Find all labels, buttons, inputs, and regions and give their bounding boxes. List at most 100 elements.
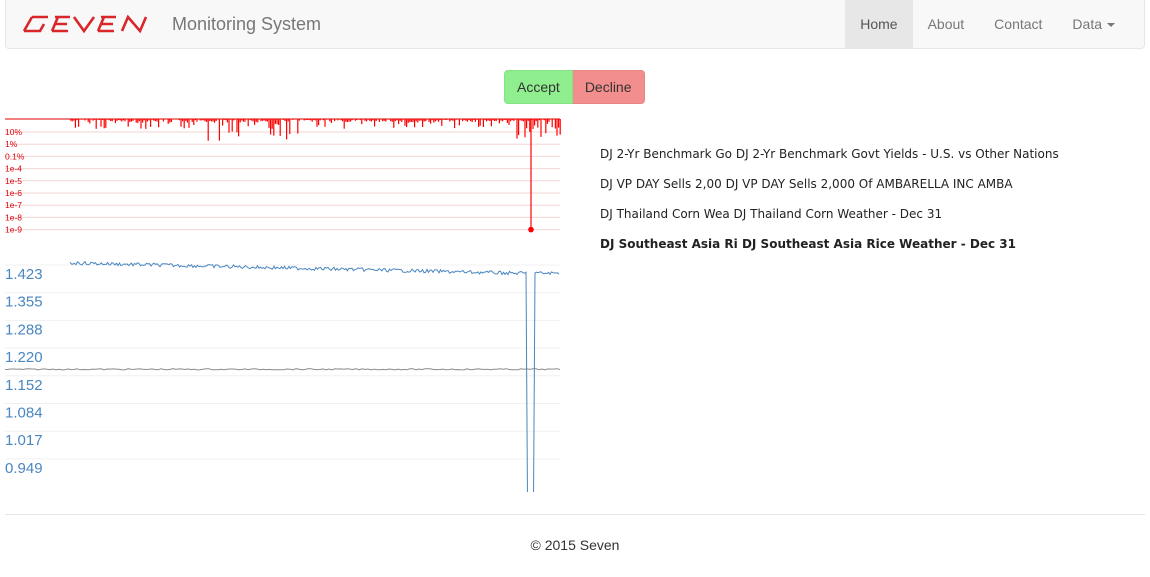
error-bar <box>122 119 124 121</box>
error-bar <box>372 119 374 121</box>
error-bar <box>351 119 353 121</box>
error-bar <box>559 119 561 135</box>
error-bar <box>442 119 444 120</box>
error-bar <box>356 119 358 121</box>
error-bar <box>503 119 505 120</box>
y-tick-label: 1.220 <box>5 349 43 366</box>
error-bar <box>137 119 139 123</box>
error-bar <box>178 119 180 121</box>
error-bar <box>150 119 152 127</box>
y-tick-label: 1.423 <box>5 266 43 283</box>
error-bar <box>385 119 387 122</box>
nav-home[interactable]: Home <box>845 0 913 48</box>
error-bar <box>156 119 158 122</box>
value-series <box>69 260 560 492</box>
error-bar <box>84 119 86 121</box>
error-bar <box>297 119 299 134</box>
nav-data-label: Data <box>1072 16 1102 32</box>
error-bar <box>188 119 190 128</box>
value-line-panel: 1.423 1.355 1.288 1.220 1.152 1.084 1.017 0.949 <box>4 260 561 492</box>
error-bar <box>546 119 548 124</box>
accept-button[interactable]: Accept <box>504 70 573 104</box>
error-bar <box>286 119 288 140</box>
error-bar <box>535 119 537 122</box>
error-bar <box>554 119 556 129</box>
error-bar <box>153 119 155 121</box>
error-bar <box>500 119 502 121</box>
error-bar <box>422 119 424 128</box>
news-item[interactable]: DJ 2-Yr Benchmark Go DJ 2-Yr Benchmark G… <box>600 147 1059 161</box>
nav-about[interactable]: About <box>913 0 980 48</box>
error-bar <box>249 119 251 120</box>
error-bar <box>310 119 312 121</box>
nav-data-dropdown[interactable]: Data <box>1057 0 1130 48</box>
error-bar <box>514 119 516 120</box>
error-bar <box>76 119 78 121</box>
error-bar <box>518 119 520 136</box>
error-bar <box>465 119 467 121</box>
error-bar <box>204 119 206 122</box>
y-tick-label: 1.084 <box>5 405 43 422</box>
error-bar <box>490 119 492 127</box>
error-bar <box>271 119 273 129</box>
error-bar <box>394 119 396 122</box>
error-bar <box>345 119 347 122</box>
error-bar <box>226 119 228 123</box>
error-bar <box>191 119 193 123</box>
news-list: DJ 2-Yr Benchmark Go DJ 2-Yr Benchmark G… <box>600 146 1120 266</box>
error-bar <box>254 119 256 125</box>
error-bar <box>494 119 496 122</box>
error-bar <box>289 119 291 135</box>
brand[interactable]: Monitoring System <box>22 10 321 38</box>
error-bar <box>209 119 211 121</box>
error-bar <box>374 119 376 127</box>
error-bar <box>108 119 110 121</box>
error-bar <box>102 119 104 121</box>
news-item[interactable]: DJ Thailand Corn Wea DJ Thailand Corn We… <box>600 207 943 221</box>
error-bar <box>409 119 411 123</box>
error-bar <box>92 119 94 121</box>
error-bar <box>471 119 473 122</box>
y-tick-label: 1e-8 <box>5 212 22 222</box>
error-bar <box>548 119 550 122</box>
error-bar <box>265 119 267 122</box>
baseline-series <box>4 368 561 371</box>
decline-button[interactable]: Decline <box>572 70 645 104</box>
error-bar <box>170 119 172 122</box>
error-bar <box>185 119 187 121</box>
error-bar <box>476 119 478 120</box>
error-bar <box>74 119 76 128</box>
error-bar <box>399 119 401 121</box>
error-bar <box>282 119 284 120</box>
error-bar <box>193 119 195 126</box>
error-bar <box>378 119 380 122</box>
error-bar <box>439 119 441 121</box>
error-bar <box>276 119 278 125</box>
error-bar <box>441 119 443 126</box>
error-bar <box>521 119 523 121</box>
nav-about-label: About <box>927 16 965 32</box>
error-bar <box>95 119 97 129</box>
error-bar <box>242 119 244 122</box>
error-bar <box>402 119 404 120</box>
error-bar <box>238 119 240 137</box>
error-bar <box>330 119 332 123</box>
error-bar <box>142 119 144 123</box>
error-bar <box>236 119 238 133</box>
error-bar <box>556 119 558 136</box>
footer-copyright: © 2015 Seven <box>530 537 620 553</box>
error-bar <box>154 119 156 122</box>
error-bar <box>116 119 118 121</box>
error-bar <box>487 119 489 121</box>
error-bar <box>342 119 344 122</box>
nav-contact[interactable]: Contact <box>979 0 1057 48</box>
error-bar <box>162 119 164 122</box>
error-bar <box>241 119 243 121</box>
y-tick-label: 1.152 <box>5 377 43 394</box>
news-item[interactable]: DJ VP DAY Sells 2,00 DJ VP DAY Sells 2,0… <box>600 177 1013 191</box>
error-bar <box>146 119 148 122</box>
y-tick-label: 1% <box>5 139 18 149</box>
news-item-selected[interactable]: DJ Southeast Asia Ri DJ Southeast Asia R… <box>600 237 1016 251</box>
error-bar <box>308 119 310 120</box>
error-bar <box>239 119 241 123</box>
